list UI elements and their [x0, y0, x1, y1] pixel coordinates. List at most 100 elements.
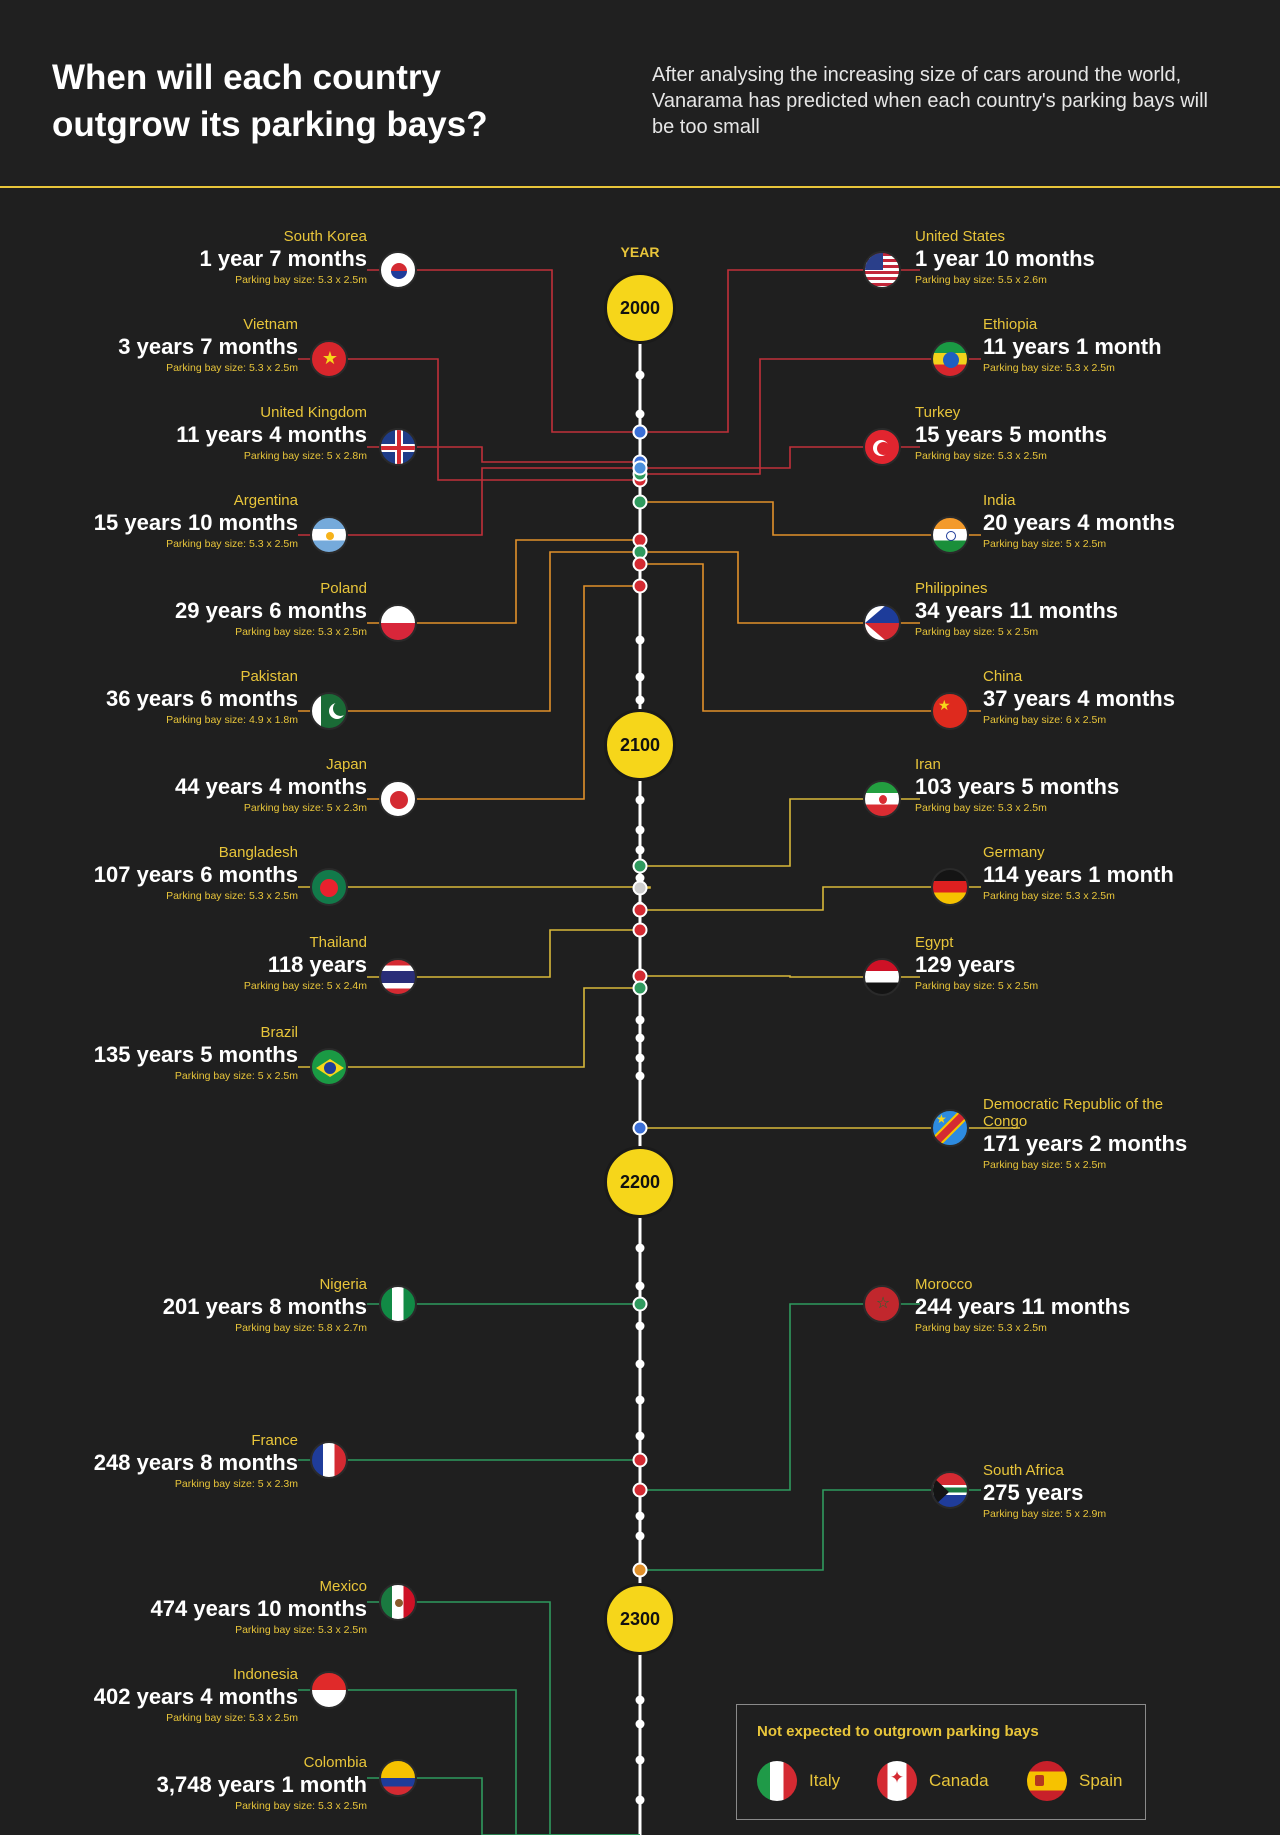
country-entry: Pakistan 36 years 6 months Parking bay siz…	[0, 668, 298, 727]
country-entry: France 248 years 8 months Parking bay size…	[0, 1432, 298, 1491]
country-entry: United States 1 year 10 months Parking bay…	[915, 228, 1280, 287]
country-entry: Colombia 3,748 years 1 month Parking bay s…	[0, 1754, 367, 1813]
country-entry: Thailand 118 years Parking bay size: 5 x 2…	[0, 934, 367, 993]
country-entry: Nigeria 201 years 8 months Parking bay siz…	[0, 1276, 367, 1335]
country-name: Morocco	[915, 1276, 973, 1293]
country-name: Bangladesh	[218, 844, 298, 861]
india-flag-icon	[931, 516, 969, 554]
parking-bay-size: Parking bay size: 5 x 2.5m	[983, 1159, 1107, 1171]
japan-flag-icon	[379, 780, 417, 818]
legend: Not expected to outgrown parking bays It…	[736, 1704, 1146, 1820]
argentina-flag-icon	[310, 516, 348, 554]
parking-bay-size: Parking bay size: 5.3 x 2.5m	[983, 362, 1115, 374]
legend-item-label: Spain	[1079, 1771, 1123, 1790]
egypt-flag-icon	[863, 958, 901, 996]
country-name: Pakistan	[240, 668, 298, 685]
axis-tick	[635, 845, 645, 855]
axis-tick	[635, 635, 645, 645]
turkey-flag-icon	[863, 428, 901, 466]
canada-flag-icon: ✦	[877, 1761, 917, 1801]
axis-tick	[635, 1053, 645, 1063]
country-name: Colombia	[303, 1754, 367, 1771]
connector-line	[640, 975, 920, 978]
country-entry: Brazil 135 years 5 months Parking bay size…	[0, 1024, 298, 1083]
country-entry: India 20 years 4 months Parking bay size: …	[983, 492, 1280, 551]
timeline-dot	[632, 922, 648, 938]
duration-value: 3 years 7 months	[118, 334, 298, 359]
duration-value: 114 years 1 month	[983, 862, 1174, 887]
indonesia-flag-icon	[310, 1671, 348, 1709]
country-name: Argentina	[233, 492, 298, 509]
connector-line	[367, 1601, 640, 1835]
country-entry: Morocco 244 years 11 months Parking bay si…	[915, 1276, 1280, 1335]
poland-flag-icon	[379, 604, 417, 642]
connector-line	[640, 563, 981, 712]
connector-line	[298, 1689, 640, 1835]
country-name: China	[983, 668, 1023, 685]
duration-value: 37 years 4 months	[983, 686, 1175, 711]
country-entry: Egypt 129 years Parking bay size: 5 x 2.5m	[915, 934, 1280, 993]
duration-value: 107 years 6 months	[93, 862, 298, 887]
country-name: Mexico	[319, 1578, 367, 1595]
duration-value: 15 years 10 months	[93, 510, 298, 535]
connector-line	[640, 269, 920, 433]
parking-bay-size: Parking bay size: 5.3 x 2.5m	[166, 890, 298, 902]
connector-line	[640, 798, 920, 867]
italy-flag-icon	[757, 1761, 797, 1801]
duration-value: 44 years 4 months	[175, 774, 367, 799]
timeline-dot	[632, 1296, 648, 1312]
parking-bay-size: Parking bay size: 5.8 x 2.7m	[235, 1322, 367, 1334]
axis-tick	[635, 795, 645, 805]
parking-bay-size: Parking bay size: 5.3 x 2.5m	[915, 450, 1047, 462]
connector-line	[640, 501, 981, 536]
duration-value: 1 year 10 months	[915, 246, 1095, 271]
duration-value: 474 years 10 months	[150, 1596, 367, 1621]
duration-value: 103 years 5 months	[915, 774, 1120, 799]
connector-line	[640, 446, 920, 469]
philippines-flag-icon	[863, 604, 901, 642]
parking-bay-size: Parking bay size: 6 x 2.5m	[983, 714, 1107, 726]
year-marker: 2200	[604, 1146, 676, 1218]
nigeria-flag-icon	[379, 1285, 417, 1323]
timeline-dot	[632, 880, 648, 896]
thailand-flag-icon	[379, 958, 417, 996]
country-name: Philippines	[915, 580, 988, 597]
axis-tick	[635, 1431, 645, 1441]
parking-bay-size: Parking bay size: 5 x 2.5m	[983, 538, 1107, 550]
china-flag-icon: ★	[931, 692, 969, 730]
duration-value: 275 years	[983, 1480, 1084, 1505]
connector-line	[640, 551, 920, 624]
duration-value: 118 years	[267, 952, 367, 977]
france-flag-icon	[310, 1441, 348, 1479]
duration-value: 11 years 1 month	[983, 334, 1162, 359]
country-name: France	[251, 1432, 298, 1449]
country-name: Thailand	[309, 934, 367, 951]
country-name: Poland	[320, 580, 367, 597]
timeline-dot	[632, 980, 648, 996]
connector-line	[640, 886, 981, 911]
connector-line	[367, 585, 640, 800]
country-name: Iran	[915, 756, 941, 773]
year-axis-label: YEAR	[620, 244, 660, 260]
year-marker: 2000	[604, 272, 676, 344]
parking-bay-size: Parking bay size: 5.3 x 2.5m	[983, 890, 1115, 902]
duration-value: 248 years 8 months	[93, 1450, 298, 1475]
brazil-flag-icon	[310, 1048, 348, 1086]
timeline-dot	[632, 556, 648, 572]
country-entry: South Korea 1 year 7 months Parking bay si…	[0, 228, 367, 287]
parking-bay-size: Parking bay size: 5.3 x 2.5m	[166, 538, 298, 550]
duration-value: 402 years 4 months	[93, 1684, 298, 1709]
connector-line	[298, 886, 651, 889]
timeline-dot	[632, 1482, 648, 1498]
duration-value: 135 years 5 months	[93, 1042, 298, 1067]
duration-value: 244 years 11 months	[915, 1294, 1131, 1319]
axis-tick	[635, 1531, 645, 1541]
bangladesh-flag-icon	[310, 868, 348, 906]
country-name: Nigeria	[319, 1276, 367, 1293]
country-entry: Germany 114 years 1 month Parking bay size…	[983, 844, 1280, 903]
parking-bay-size: Parking bay size: 5.3 x 2.5m	[915, 802, 1047, 814]
country-name: United States	[915, 228, 1006, 245]
parking-bay-size: Parking bay size: 5 x 2.5m	[915, 626, 1039, 638]
country-name: South Korea	[283, 228, 367, 245]
